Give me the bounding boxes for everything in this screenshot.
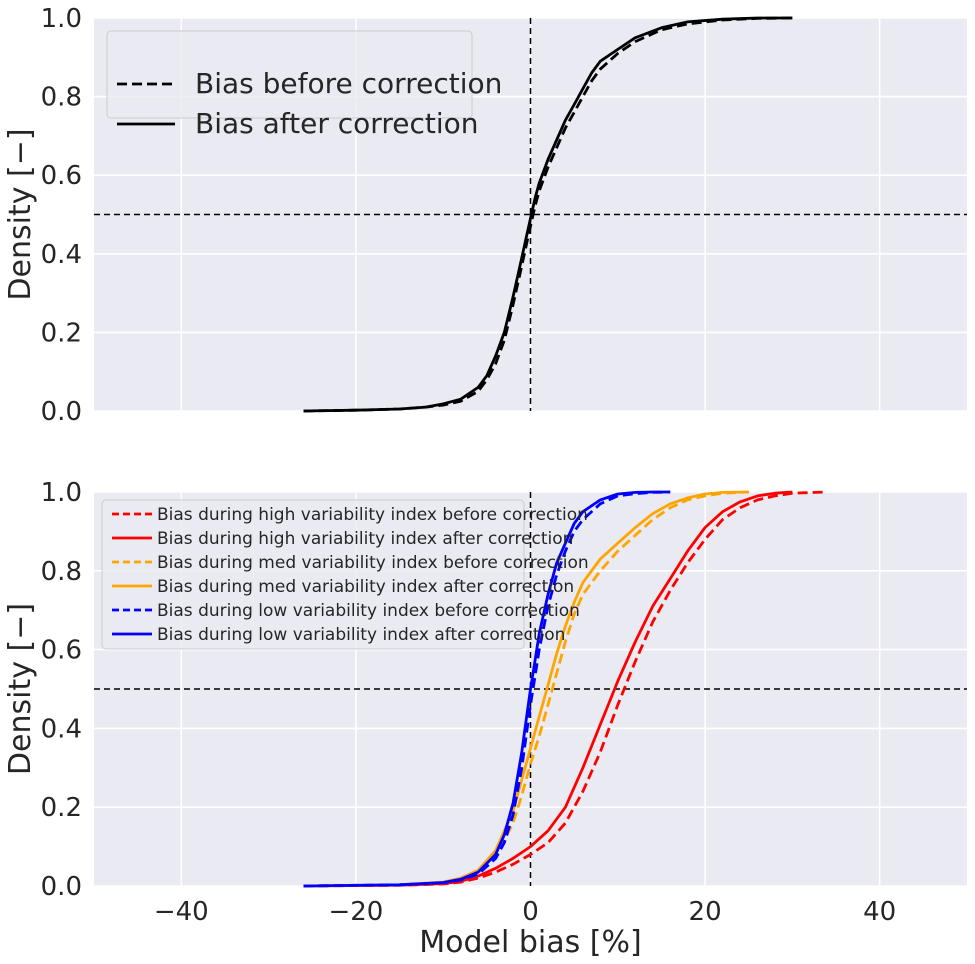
y-tick-label: 0.2 <box>41 318 82 348</box>
legend-entry: Bias during low variability index after … <box>157 625 565 645</box>
y-axis-label: Density [−] <box>3 603 38 775</box>
legend-box <box>106 30 473 119</box>
y-tick-label: 0.8 <box>41 557 82 587</box>
y-tick-label: 0.0 <box>41 872 82 902</box>
y-tick-label: 1.0 <box>41 478 82 508</box>
x-tick-label: −40 <box>154 897 209 927</box>
y-tick-label: 0.8 <box>41 83 82 113</box>
x-axis-label: Model bias [%] <box>419 925 641 960</box>
x-tick-label: 0 <box>522 897 539 927</box>
top-panel: 0.0 0.2 0.4 0.6 0.8 1.0 Density [−] Bias before… <box>3 4 967 427</box>
legend-entry: Bias after correction <box>195 107 478 140</box>
legend-box <box>101 499 525 650</box>
x-tick-label: 20 <box>689 897 722 927</box>
series-line-2 <box>303 490 793 888</box>
x-tick-label: −20 <box>328 897 383 927</box>
y-axis-label: Density [−] <box>3 128 38 300</box>
series-line-2 <box>303 16 793 413</box>
x-tick-label: 40 <box>863 897 896 927</box>
legend-entry: Bias before correction <box>195 67 502 100</box>
legend-entry: Bias during med variability index after … <box>157 577 574 597</box>
series-line-6 <box>303 490 671 888</box>
legend-entry: Bias during med variability index before… <box>157 553 589 573</box>
series-line-5 <box>303 490 671 888</box>
y-tick-label: 0.0 <box>41 397 82 427</box>
bottom-panel: 0.0 0.2 0.4 0.6 0.8 1.0 −40 −20 0 20 40 Density [−]… <box>3 478 967 960</box>
legend-entry: Bias during high variability index befor… <box>157 505 588 525</box>
series-line-4 <box>303 490 749 888</box>
y-tick-label: 0.6 <box>41 161 82 191</box>
y-tick-label: 0.4 <box>41 240 82 270</box>
legend: Bias during high variability index befor… <box>101 499 589 650</box>
series-line-1 <box>303 490 828 888</box>
series-line-1 <box>303 16 793 413</box>
legend-entry: Bias during low variability index before… <box>157 601 580 621</box>
y-tick-label: 0.4 <box>41 714 82 744</box>
y-tick-label: 1.0 <box>41 4 82 34</box>
y-tick-label: 0.6 <box>41 636 82 666</box>
y-tick-label: 0.2 <box>41 793 82 823</box>
legend-entry: Bias during high variability index after… <box>157 529 573 549</box>
legend: Bias before correction Bias after correct… <box>106 30 502 140</box>
